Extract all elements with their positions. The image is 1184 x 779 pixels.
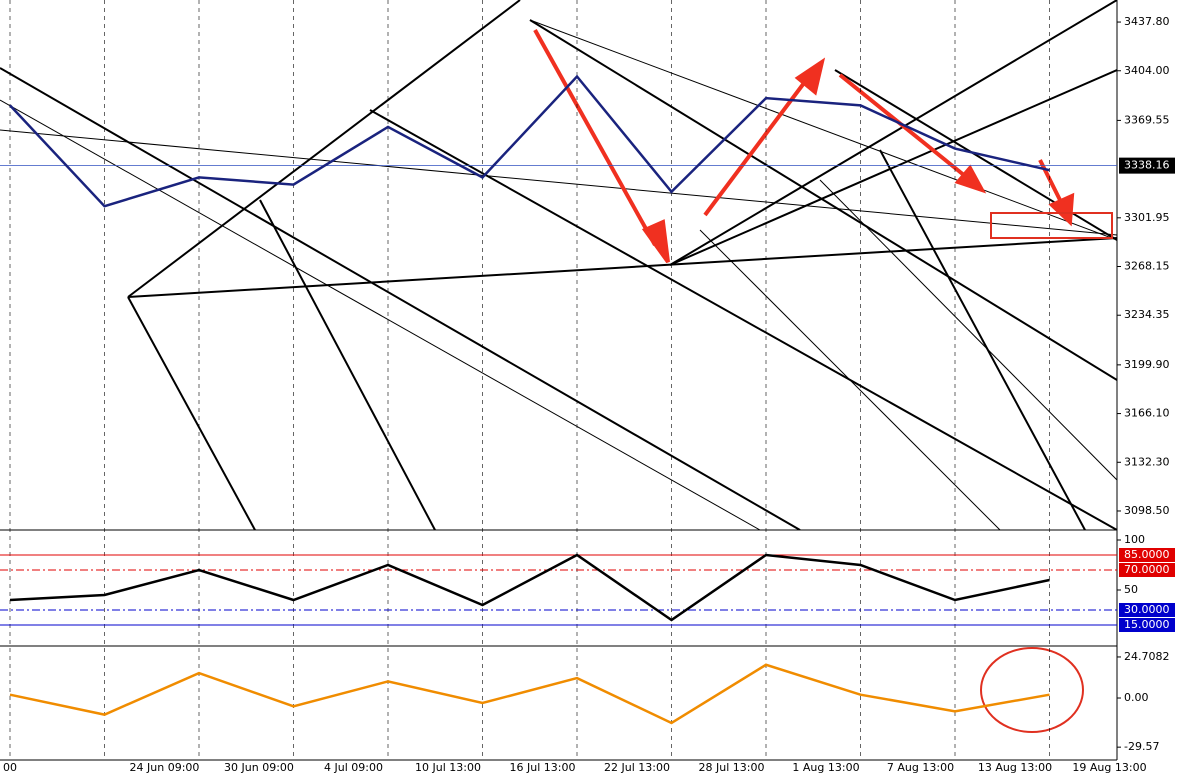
y-tick-label: 3437.80	[1124, 15, 1170, 28]
y-tick-label: 24.7082	[1124, 650, 1170, 663]
price-line	[9, 74, 1050, 208]
trend-lines	[0, 0, 1117, 530]
last-price-badge	[1119, 157, 1175, 174]
level-badge	[1119, 603, 1175, 617]
highlight-box	[990, 212, 1113, 239]
x-tick-label: 1 Aug 13:00	[792, 761, 859, 774]
y-tick-label: 0.00	[1124, 691, 1149, 704]
level-label: 15.0000	[1124, 618, 1170, 631]
y-tick-label: 3234.35	[1124, 308, 1170, 321]
x-tick-label: 00	[3, 761, 17, 774]
level-label: 85.0000	[1124, 548, 1170, 561]
x-tick-label: 30 Jun 09:00	[224, 761, 294, 774]
y-tick-label: 3199.90	[1124, 358, 1170, 371]
level-badge	[1119, 548, 1175, 562]
x-tick-label: 22 Jul 13:00	[604, 761, 670, 774]
x-tick-label: 19 Aug 13:00	[1072, 761, 1146, 774]
x-tick-label: 4 Jul 09:00	[324, 761, 383, 774]
level-label: 30.0000	[1124, 603, 1170, 616]
y-tick-label: 3369.55	[1124, 113, 1170, 126]
y-tick-label: 3404.00	[1124, 64, 1170, 77]
x-tick-label: 28 Jul 13:00	[699, 761, 765, 774]
y-tick-label: 50	[1124, 583, 1138, 596]
y-tick-label: 3132.30	[1124, 455, 1170, 468]
x-tick-label: 13 Aug 13:00	[978, 761, 1052, 774]
highlight-circle	[980, 647, 1084, 733]
y-tick-label: 3268.15	[1124, 260, 1170, 273]
x-tick-label: 16 Jul 13:00	[510, 761, 576, 774]
last-price-label: 3338.16	[1124, 159, 1170, 172]
y-tick-label: 3301.95	[1124, 211, 1170, 224]
y-tick-label: 100	[1124, 533, 1145, 546]
level-label: 70.0000	[1124, 563, 1170, 576]
level-badge	[1119, 618, 1175, 632]
x-tick-label: 10 Jul 13:00	[415, 761, 481, 774]
x-tick-label: 24 Jun 09:00	[130, 761, 200, 774]
price-line	[9, 663, 1050, 725]
y-tick-label: 3098.50	[1124, 504, 1170, 517]
price-line	[9, 553, 1050, 622]
y-tick-label: 3166.10	[1124, 407, 1170, 420]
level-badge	[1119, 563, 1175, 577]
x-tick-label: 7 Aug 13:00	[887, 761, 954, 774]
y-tick-label: -29.57	[1124, 740, 1159, 753]
